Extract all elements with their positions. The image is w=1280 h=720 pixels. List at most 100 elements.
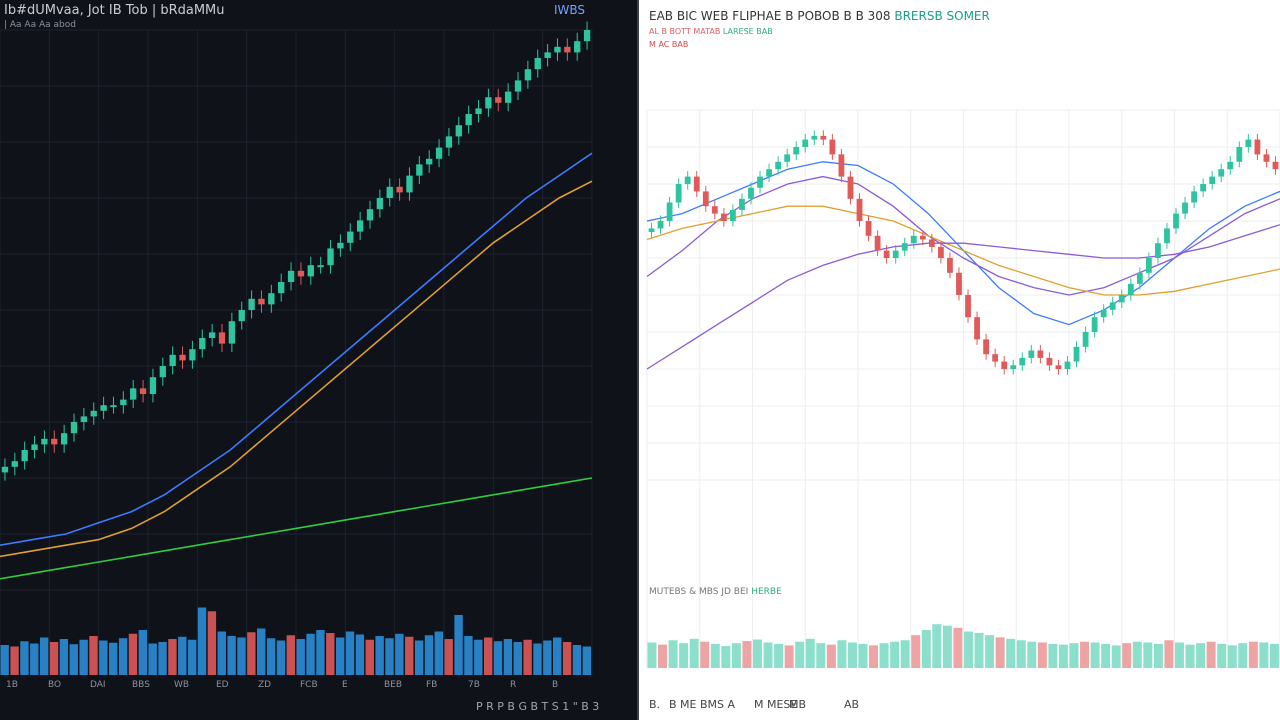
volume-bar (395, 633, 404, 675)
volume-bar (405, 636, 414, 675)
candle-body (179, 354, 186, 361)
volume-bar (296, 639, 305, 675)
volume-bar (444, 639, 453, 675)
candle-body (376, 198, 384, 210)
candle-body (268, 293, 275, 305)
volume-bar (424, 635, 434, 675)
volume-bar (826, 644, 836, 668)
candle-body (228, 321, 236, 344)
volume-bar (266, 638, 276, 675)
candle-body (60, 433, 68, 445)
volume-bar (1206, 641, 1216, 668)
moving-average-line (646, 205, 1280, 296)
candle-body (1055, 365, 1062, 369)
right-bottom-label: MB (789, 698, 807, 711)
left-candlestick-chart (0, 21, 593, 675)
candle-body (248, 298, 255, 310)
candle-body (947, 258, 953, 273)
candle-body (356, 220, 364, 232)
right-bottom-label: B ME BMS A (669, 698, 736, 711)
volume-bar (10, 646, 19, 675)
volume-bar (1175, 642, 1184, 668)
volume-bar (227, 636, 236, 675)
left-symbol-badge[interactable]: IWBS (554, 3, 586, 17)
candle-body (169, 354, 176, 366)
volume-bar (217, 631, 226, 675)
panel-divider[interactable] (637, 0, 639, 720)
volume-bar (99, 640, 108, 675)
right-candlestick-chart (646, 109, 1280, 668)
candle-body (1182, 202, 1188, 214)
volume-bar (533, 643, 542, 675)
volume-bar (995, 637, 1005, 668)
volume-bar (1122, 643, 1132, 668)
candle-body (366, 209, 374, 221)
volume-bar (414, 640, 424, 675)
candle-body (1164, 228, 1170, 244)
candle-body (51, 438, 58, 445)
x-axis-tick-label: R (510, 680, 517, 690)
candle-body (564, 46, 571, 53)
volume-bar (763, 642, 773, 668)
volume-bar (700, 641, 710, 668)
candle-body (1245, 139, 1252, 147)
right-chart-panel: EAB BIC WEB FLIPHAE B POBOB B B 308 BRER… (639, 0, 1280, 720)
volume-bar (1132, 641, 1142, 668)
volume-bar (572, 645, 582, 675)
candle-body (278, 282, 285, 294)
candle-body (865, 221, 872, 236)
volume-bar (1185, 644, 1195, 668)
candle-body (802, 139, 809, 147)
moving-average-line (0, 477, 593, 580)
candle-body (838, 154, 845, 177)
volume-bar (1248, 641, 1258, 668)
candle-body (856, 198, 863, 221)
right-bottom-label: M MESE (754, 698, 798, 711)
candle-body (120, 399, 127, 406)
candle-body (1191, 191, 1197, 203)
volume-bar (1006, 638, 1016, 668)
candle-body (657, 221, 664, 229)
candle-body (327, 248, 334, 266)
volume-bar (879, 643, 889, 668)
volume-bar (1048, 643, 1058, 668)
right-bottom-label: AB (844, 698, 860, 711)
volume-bar (148, 643, 157, 675)
candle-body (41, 438, 48, 445)
volume-bar (0, 645, 9, 675)
volume-bar (375, 636, 384, 675)
volume-bar (276, 640, 286, 675)
volume-bar (355, 634, 365, 675)
candle-body (820, 135, 827, 140)
volume-bar (710, 643, 720, 668)
candle-body (524, 69, 532, 81)
right-volume-label-highlight: HERBE (751, 587, 782, 597)
volume-bar (1111, 645, 1121, 668)
volume-bar (721, 646, 731, 668)
x-axis-tick-label: B (552, 680, 559, 690)
candle-body (495, 97, 502, 103)
candle-body (307, 265, 314, 277)
candle-body (919, 235, 926, 240)
candle-body (11, 461, 18, 467)
volume-bar (286, 635, 296, 675)
volume-bar (816, 643, 826, 668)
volume-bar (731, 643, 741, 668)
candle-body (974, 317, 980, 340)
volume-bar (890, 641, 900, 668)
candle-body (21, 450, 28, 462)
volume-bar (118, 638, 128, 675)
candle-body (892, 250, 899, 258)
volume-bar (964, 631, 973, 668)
candle-body (1, 466, 9, 473)
volume-bar (837, 640, 847, 668)
volume-bar (197, 607, 207, 675)
candle-body (730, 209, 736, 221)
volume-bar (742, 640, 752, 668)
volume-bar (582, 646, 592, 675)
volume-bar (953, 627, 963, 668)
candle-body (1037, 350, 1044, 358)
x-axis-tick-label: ΒBS (132, 680, 150, 690)
volume-bar (1227, 645, 1237, 668)
volume-bar (1153, 643, 1163, 668)
